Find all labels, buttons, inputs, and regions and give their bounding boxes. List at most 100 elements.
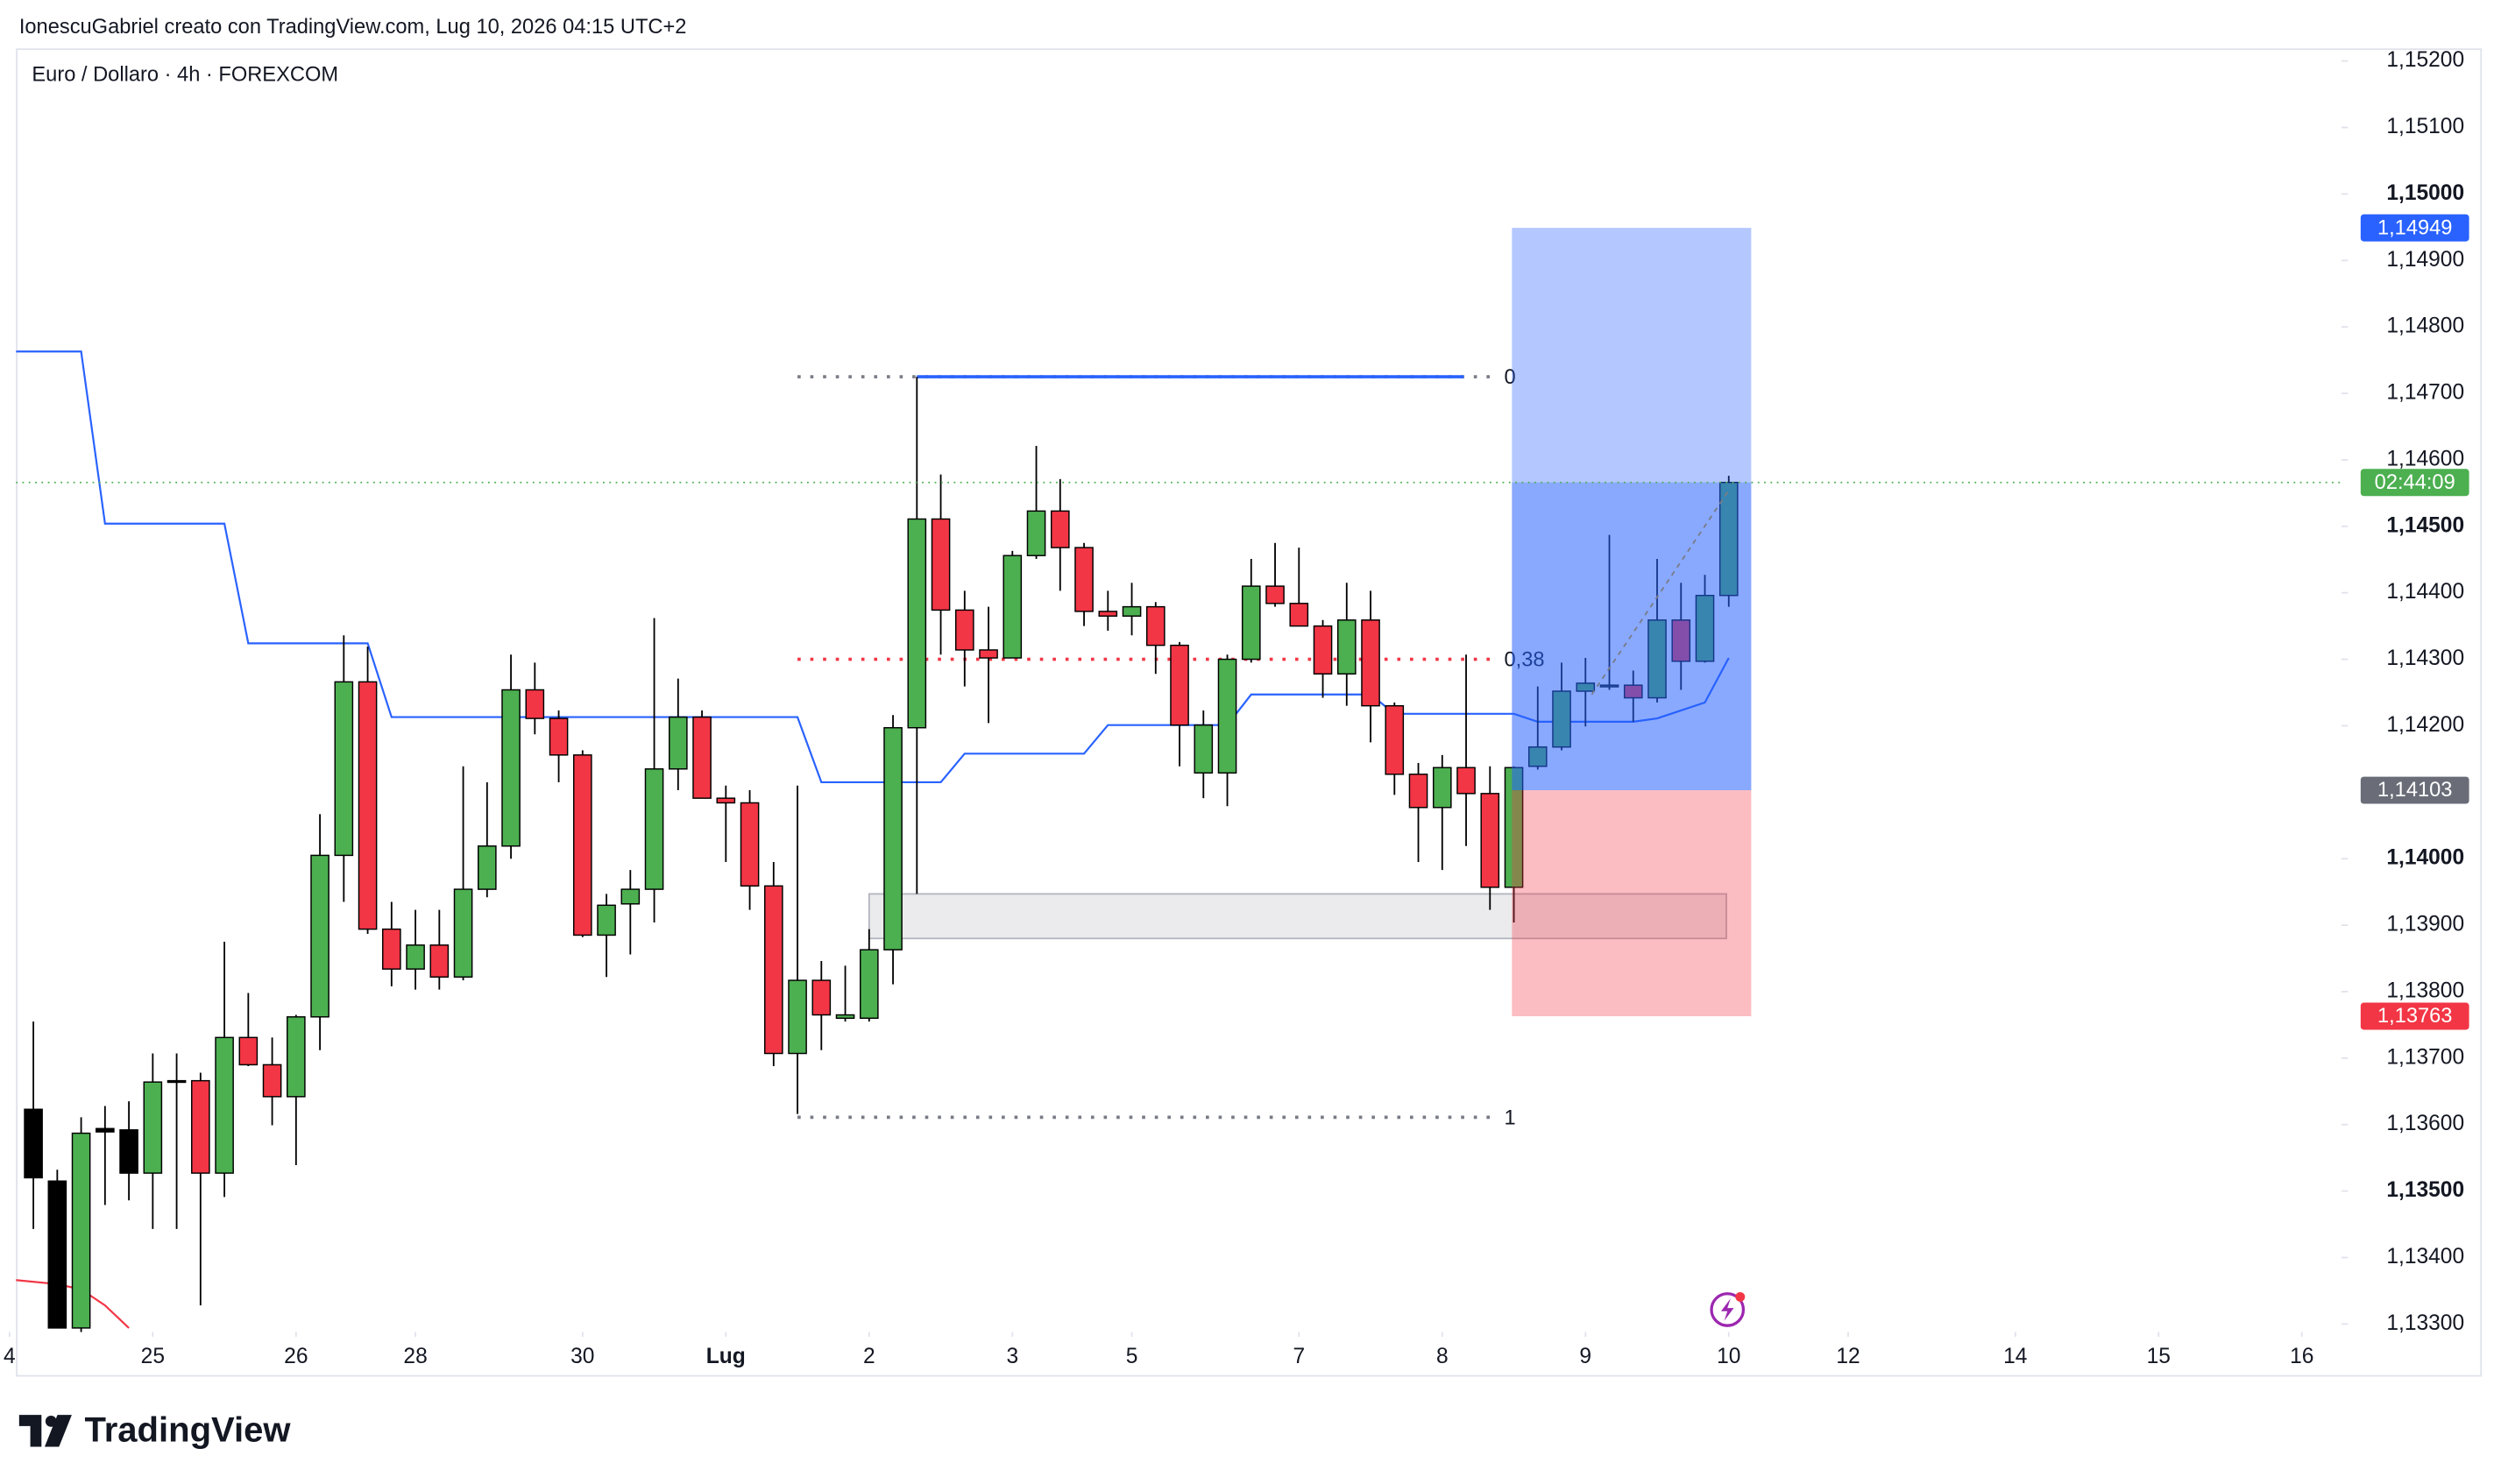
y-tick-label: 1,14000 [2386,846,2464,870]
y-tick-label: 1,14200 [2386,713,2464,737]
price-label: 1,14949 [2377,216,2453,239]
candle-body [620,888,641,905]
x-tick-label: 9 [1579,1345,1591,1368]
candle-body [1647,619,1667,699]
alert-icon[interactable] [1710,1291,1746,1327]
candle-body [931,518,951,611]
y-tick-label: 1,15100 [2386,115,2464,138]
x-tick-label: 3 [1006,1345,1018,1368]
candle-body [1671,619,1691,662]
candle-body [1265,585,1285,604]
y-tick-label: 1,14800 [2386,314,2464,338]
candle-body [525,689,545,719]
candle-body [358,681,378,930]
candle-body [1074,547,1094,612]
candle-body [1170,644,1189,726]
candle-body [1599,684,1619,688]
candle-body [1289,603,1309,627]
y-tick-label: 1,14500 [2386,513,2464,537]
candle-body [716,797,736,804]
candle-body [1695,594,1715,662]
candle-body [429,944,450,978]
candle-body [1003,555,1023,659]
candle-body [1408,774,1428,809]
price-label-box [2360,214,2469,242]
candle-body [47,1180,67,1329]
candle-body [24,1108,43,1179]
x-tick-label: 28 [403,1345,427,1368]
candle-body [406,944,425,970]
y-tick-label: 1,13400 [2386,1245,2464,1268]
candle-body [549,717,569,756]
y-tick-label: 1,14400 [2386,580,2464,604]
candle-body [1026,510,1046,556]
x-tick-label: 5 [1126,1345,1138,1368]
price-label-box [2360,1002,2469,1030]
candle-body [287,1016,306,1098]
candle-body [1122,605,1142,617]
candle-body [692,716,712,799]
candle-body [334,681,354,857]
y-tick-label: 1,13600 [2386,1112,2464,1135]
candle-body [238,1036,259,1066]
frame [16,48,2483,1377]
candle-body [1313,625,1333,675]
candle-body [478,845,497,890]
candle-body [71,1132,91,1329]
candle-body [859,949,879,1020]
candle-body [1432,767,1452,809]
y-tick-label: 1,15200 [2386,48,2464,72]
y-tick-label: 1,14700 [2386,381,2464,405]
x-tick-label: 30 [570,1345,594,1368]
candle-body [1623,684,1643,699]
candle-body [1098,611,1118,617]
price-label-box [2360,469,2469,497]
target-zone [1512,228,1752,791]
candle-body [1361,619,1380,707]
candle-body [907,518,927,729]
candle-body [119,1129,138,1174]
chart-title: Euro / Dollaro · 4h · FOREXCOM [32,63,338,86]
fib-label: 0 [1504,366,1515,389]
candle-body [1576,682,1596,692]
fib-label: 1 [1504,1106,1515,1129]
y-tick-label: 1,13800 [2386,979,2464,1002]
y-tick-label: 1,13500 [2386,1178,2464,1202]
candle-body [1194,724,1214,774]
candle-body [310,854,329,1018]
candle-body [979,649,998,659]
candle-body [1504,767,1524,888]
candle-body [763,885,783,1055]
candle-body [1552,690,1571,748]
x-tick-label: 26 [284,1345,308,1368]
candle-body [597,904,616,936]
candle-body [1385,704,1405,775]
candle-body [811,979,832,1016]
candle-body [166,1079,187,1084]
candle-body [1336,619,1357,675]
candle-body [1480,793,1500,888]
fib-label: 0,38 [1504,649,1544,672]
candle-body [954,609,974,651]
y-tick-label: 1,13700 [2386,1045,2464,1069]
candle-body [835,1014,855,1020]
y-tick-label: 1,14900 [2386,248,2464,272]
candle-body [740,802,760,887]
caption: IonescuGabriel creato con TradingView.co… [19,16,687,39]
candle-body [501,689,521,847]
x-tick-label: 16 [2290,1345,2313,1368]
plot: 0 0,38 1 [16,228,2342,1332]
candle-body [644,768,664,890]
y-tick-label: 1,14600 [2386,447,2464,470]
axes: 1,15200 1,15100 1,15000 1,14900 1,14800 1,147… [4,48,2469,1368]
x-tick-label: 2 [863,1345,875,1368]
candle-body [669,716,688,770]
candle-body [788,979,807,1055]
candle-body [1527,746,1548,767]
price-label: 1,13763 [2377,1005,2453,1028]
candle-body [382,928,401,970]
y-tick-label: 1,13300 [2386,1311,2464,1335]
